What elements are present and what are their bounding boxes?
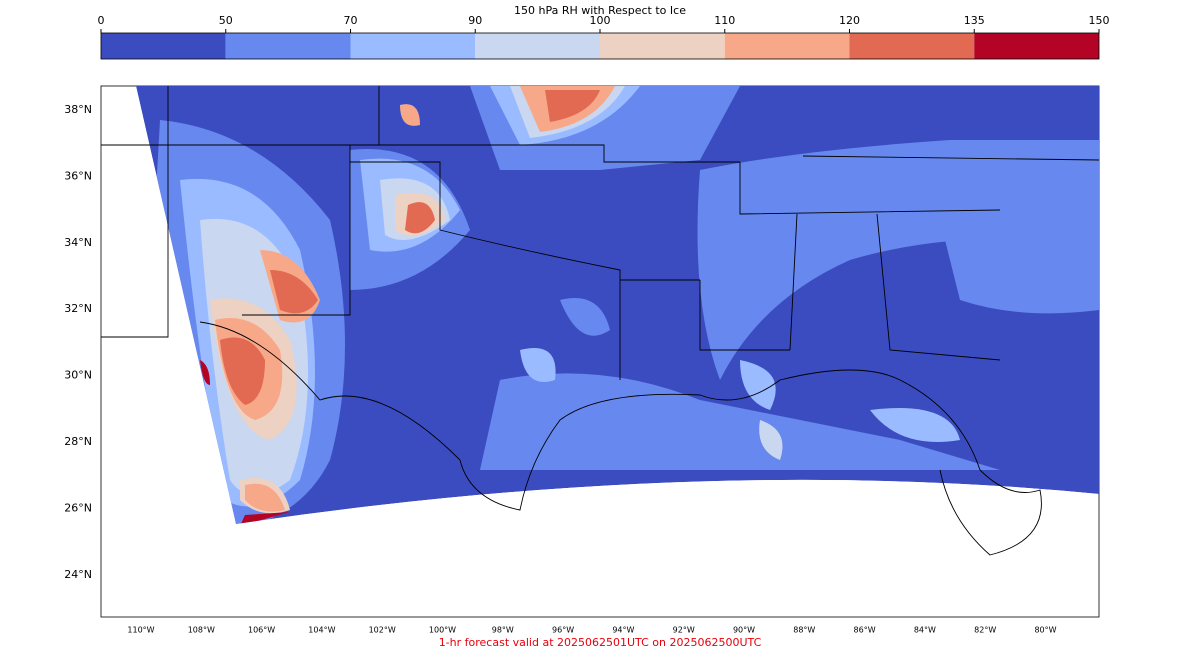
latitude-label: 36°N <box>64 169 92 182</box>
colorbar-tick-label: 90 <box>468 14 482 27</box>
colorbar-segment <box>225 33 351 59</box>
rh-field <box>136 86 1099 524</box>
latitude-label: 32°N <box>64 302 92 315</box>
longitude-label: 90°W <box>733 626 755 635</box>
colorbar-tick-label: 0 <box>98 14 105 27</box>
longitude-label: 92°W <box>673 626 695 635</box>
longitude-label: 110°W <box>127 626 154 635</box>
state-borders <box>101 86 1100 556</box>
longitude-label: 82°W <box>974 626 996 635</box>
colorbar: 0 50 70 90 100 110 120 135 150 <box>98 14 1110 60</box>
latitude-label: 24°N <box>64 568 92 581</box>
longitude-label: 80°W <box>1034 626 1056 635</box>
colorbar-segment <box>475 33 600 59</box>
colorbar-segment <box>600 33 725 59</box>
colorbar-tick-label: 135 <box>964 14 985 27</box>
colorbar-tick-label: 70 <box>344 14 358 27</box>
longitude-label: 96°W <box>552 626 574 635</box>
longitude-label: 102°W <box>369 626 396 635</box>
longitude-label: 88°W <box>793 626 815 635</box>
longitude-label: 106°W <box>248 626 275 635</box>
latitude-label: 28°N <box>64 435 92 448</box>
longitude-labels: 110°W 108°W 106°W 104°W 102°W 100°W 98°W 96°W 94… <box>127 626 1056 635</box>
latitude-label: 38°N <box>64 103 92 116</box>
colorbar-tick-label: 120 <box>839 14 860 27</box>
longitude-label: 108°W <box>188 626 215 635</box>
longitude-label: 100°W <box>429 626 456 635</box>
longitude-label: 84°W <box>914 626 936 635</box>
colorbar-segment <box>849 33 975 59</box>
colorbar-tick-label: 100 <box>590 14 611 27</box>
colorbar-segment <box>350 33 476 59</box>
colorbar-segment <box>724 33 850 59</box>
colorbar-segment <box>101 33 226 59</box>
latitude-label: 30°N <box>64 369 92 382</box>
longitude-label: 98°W <box>492 626 514 635</box>
longitude-label: 94°W <box>612 626 634 635</box>
longitude-label: 104°W <box>308 626 335 635</box>
colorbar-title: 150 hPa RH with Respect to Ice <box>514 4 686 17</box>
latitude-label: 26°N <box>64 501 92 514</box>
footer-text: 1-hr forecast valid at 2025062501UTC on … <box>439 636 762 649</box>
colorbar-tick-label: 150 <box>1089 14 1110 27</box>
latitude-labels: 38°N 36°N 34°N 32°N 30°N 28°N 26°N 24°N <box>64 103 92 581</box>
longitude-label: 86°W <box>854 626 876 635</box>
colorbar-tick-label: 110 <box>714 14 735 27</box>
latitude-label: 34°N <box>64 236 92 249</box>
colorbar-tick-label: 50 <box>219 14 233 27</box>
colorbar-segment <box>974 33 1099 59</box>
